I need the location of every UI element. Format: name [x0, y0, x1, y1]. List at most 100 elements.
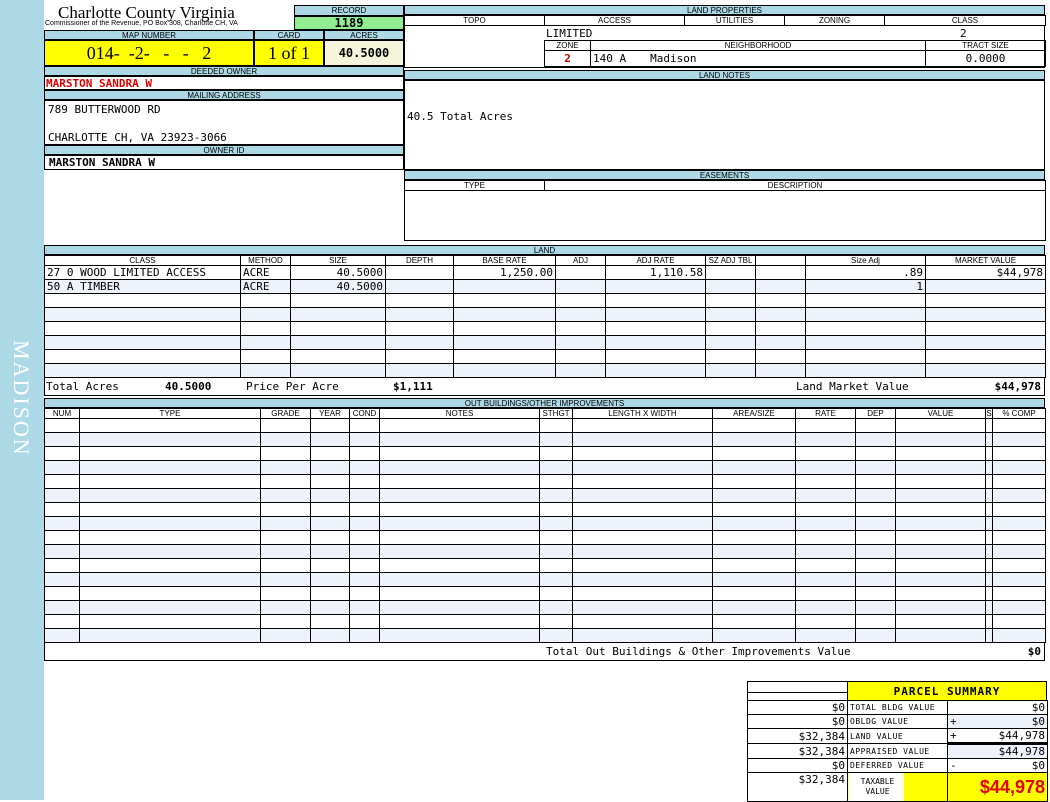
outbuilding-cell	[855, 446, 896, 461]
taxable-label: TAXABLE VALUE	[847, 772, 948, 802]
easements-table: TYPE DESCRIPTION	[404, 180, 1046, 241]
outbuilding-cell	[795, 572, 856, 587]
outbuilding-cell	[985, 432, 993, 447]
land-cell	[925, 335, 1046, 350]
land-row	[44, 349, 1046, 364]
outbuilding-cell	[992, 516, 1046, 531]
outbuilding-cell	[349, 614, 380, 629]
land-title: LAND	[44, 245, 1045, 255]
outbuilding-row	[44, 502, 1046, 517]
card-label: CARD	[254, 30, 324, 40]
outbuilding-cell	[712, 502, 796, 517]
outbuilding-cell	[855, 544, 896, 559]
outbuilding-cell	[310, 474, 350, 489]
outbuilding-cell	[260, 488, 311, 503]
outbuilding-row	[44, 558, 1046, 573]
office-address: Commissioner of the Revenue, PO Box 308,…	[45, 20, 238, 27]
outbuilding-row	[44, 544, 1046, 559]
outbuilding-cell	[44, 586, 80, 601]
acres-value: 40.5000	[324, 40, 404, 66]
land-cell	[453, 293, 556, 308]
sidebar: MADISON	[0, 0, 44, 800]
outbuilding-cell	[260, 502, 311, 517]
mailing-address: 789 BUTTERWOOD RD CHARLOTTE CH, VA 23923…	[44, 100, 404, 145]
outbuilding-cell	[79, 432, 261, 447]
outbuilding-cell	[712, 600, 796, 615]
outbuilding-cell	[572, 516, 713, 531]
address-line-1: 789 BUTTERWOOD RD	[48, 103, 161, 116]
outbuilding-cell	[539, 488, 573, 503]
land-col-header: DEPTH	[385, 255, 454, 266]
outbuilding-cell	[992, 558, 1046, 573]
outbuilding-cell	[260, 614, 311, 629]
outbuilding-cell	[310, 516, 350, 531]
card-number: 1 of 1	[254, 40, 324, 66]
outbuilding-cell	[79, 572, 261, 587]
access-value: LIMITED	[546, 27, 593, 40]
outbuilding-cell	[712, 432, 796, 447]
outbuilding-cell	[572, 474, 713, 489]
outbuilding-cell	[379, 572, 540, 587]
land-cell	[705, 363, 756, 378]
outbuilding-cell	[795, 530, 856, 545]
outbuilding-cell	[349, 516, 380, 531]
outbuilding-cell	[44, 572, 80, 587]
outbuilding-cell	[895, 488, 986, 503]
summary-row: $32,384 LAND VALUE + $44,978	[747, 728, 1048, 744]
outbuilding-cell	[895, 460, 986, 475]
land-cell	[453, 349, 556, 364]
summary-row: $0 TOTAL BLDG VALUE $0	[747, 700, 1048, 715]
land-cell	[385, 363, 454, 378]
outbuilding-cell	[379, 432, 540, 447]
outbuilding-cell	[539, 586, 573, 601]
summary-row: $32,384 APPRAISED VALUE $44,978	[747, 742, 1048, 759]
land-cell	[755, 293, 806, 308]
outbuilding-cell	[895, 432, 986, 447]
outbuildings-table: NUM TYPE GRADE YEAR COND NOTES STHGT LENGTH X W…	[44, 408, 1046, 643]
outbuilding-cell	[855, 460, 896, 475]
outbuilding-cell	[895, 572, 986, 587]
outbuilding-cell	[855, 614, 896, 629]
outbuilding-row	[44, 530, 1046, 545]
zone-value: 2	[544, 50, 591, 67]
outbuilding-cell	[260, 530, 311, 545]
land-cell	[605, 307, 706, 322]
outbuilding-cell	[349, 544, 380, 559]
outbuilding-cell	[855, 628, 896, 643]
land-cell	[290, 363, 386, 378]
land-cell	[805, 363, 926, 378]
outbuilding-cell	[260, 544, 311, 559]
land-col-header: ADJ RATE	[605, 255, 706, 266]
outbuilding-cell	[895, 614, 986, 629]
outbuilding-cell	[539, 502, 573, 517]
land-cell	[605, 321, 706, 336]
outbuilding-cell	[539, 474, 573, 489]
outbuilding-cell	[44, 432, 80, 447]
outbuilding-cell	[572, 614, 713, 629]
col-zoning: ZONING	[784, 15, 885, 26]
summary-prev-value: $0	[747, 714, 848, 729]
summary-prev-value: $32,384	[747, 743, 848, 759]
outbuilding-cell	[260, 572, 311, 587]
outbuilding-col-header: NUM	[44, 408, 80, 419]
land-cell	[925, 293, 1046, 308]
outbuilding-cell	[79, 558, 261, 573]
outbuilding-cell	[985, 460, 993, 475]
total-acres: 40.5000	[165, 380, 212, 393]
outbuilding-cell	[379, 418, 540, 433]
land-cell	[925, 321, 1046, 336]
outbuilding-cell	[310, 488, 350, 503]
outbuilding-cell	[985, 488, 993, 503]
outbuilding-cell	[310, 558, 350, 573]
land-cell	[453, 307, 556, 322]
summary-operator: +	[950, 729, 957, 743]
land-cell: ACRE	[240, 279, 291, 294]
record-number: 1189	[294, 16, 404, 30]
land-cell	[453, 279, 556, 294]
land-cell	[453, 321, 556, 336]
land-cell	[240, 363, 291, 378]
summary-operator: +	[950, 715, 957, 728]
outbuilding-cell	[349, 572, 380, 587]
summary-operator: -	[950, 759, 957, 772]
outbuilding-cell	[895, 446, 986, 461]
